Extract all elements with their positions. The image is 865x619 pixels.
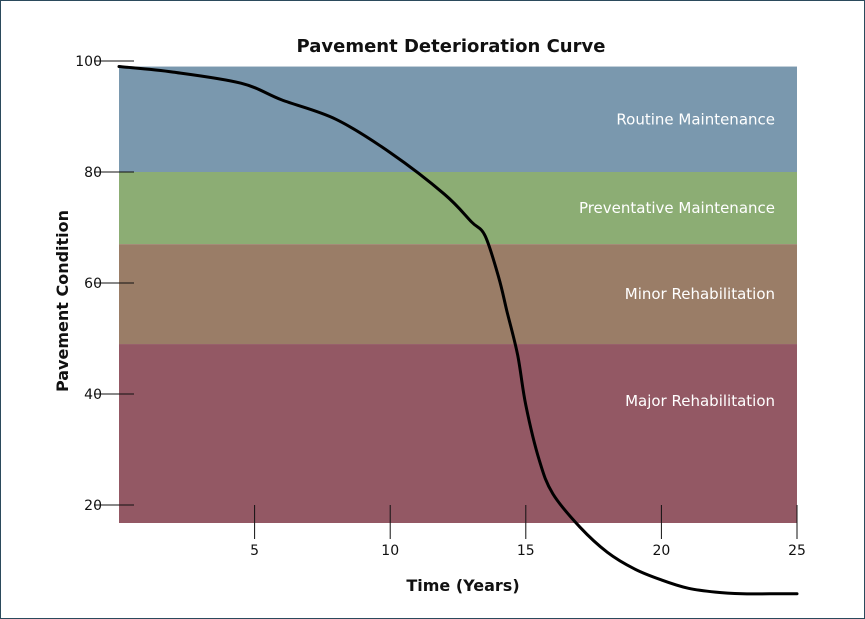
- band-0: [119, 66, 797, 172]
- series-point-0-17: [633, 568, 636, 570]
- chart-title: Pavement Deterioration Curve: [297, 36, 606, 57]
- y-tick-label-1: 40: [84, 387, 102, 403]
- band-3: [119, 344, 797, 523]
- series-point-0-18: [660, 579, 663, 581]
- series-point-0-5: [389, 151, 392, 154]
- series-point-0-15: [579, 526, 581, 528]
- series-line-0: [117, 65, 799, 596]
- series-point-0-22: [769, 593, 771, 595]
- band-label-0: Routine Maintenance: [616, 110, 775, 128]
- y-tick-label-3: 80: [84, 165, 102, 181]
- x-tick-label-3: 20: [652, 543, 670, 559]
- series-point-0-12: [525, 404, 527, 406]
- series-point-0-2: [240, 82, 242, 84]
- series-point-0-10: [506, 309, 508, 312]
- series-point-0-6: [443, 193, 446, 195]
- series-point-0-9: [497, 276, 500, 279]
- series-point-0-4: [335, 118, 337, 121]
- band-label-3: Major Rehabilitation: [625, 392, 775, 410]
- series-point-0-20: [714, 591, 717, 593]
- band-label-1: Preventative Maintenance: [579, 199, 775, 217]
- y-tick-label-0: 20: [84, 498, 102, 514]
- band-labels-layer: Routine Maintenance Preventative Maintena…: [579, 110, 775, 410]
- x-tick-label-0: 5: [250, 543, 259, 559]
- series-point-0-13: [538, 459, 541, 462]
- y-tick-label-4: 100: [75, 54, 102, 70]
- series-point-0-23: [796, 593, 798, 595]
- series-point-0-3: [280, 99, 283, 101]
- series-point-0-0: [118, 65, 120, 68]
- series-point-0-14: [552, 493, 554, 495]
- band-2: [119, 244, 797, 345]
- x-tick-label-4: 25: [788, 543, 806, 559]
- series-point-0-19: [687, 587, 690, 590]
- series-point-0-8: [484, 235, 486, 237]
- band-label-2: Minor Rehabilitation: [625, 285, 775, 303]
- x-tick-label-1: 10: [381, 543, 399, 559]
- series-point-0-7: [470, 221, 473, 223]
- series-layer: [117, 65, 799, 596]
- y-axis-title: Pavement Condition: [53, 210, 72, 392]
- series-point-0-11: [516, 354, 519, 356]
- ticks-layer: 20 40 60 80 100 5 10 15 20 25: [75, 54, 806, 559]
- series-point-0-21: [741, 593, 744, 595]
- series-point-0-1: [172, 71, 175, 73]
- x-tick-label-2: 15: [517, 543, 535, 559]
- series-point-0-16: [606, 551, 608, 553]
- y-tick-label-2: 60: [84, 276, 102, 292]
- x-axis-title: Time (Years): [406, 576, 519, 595]
